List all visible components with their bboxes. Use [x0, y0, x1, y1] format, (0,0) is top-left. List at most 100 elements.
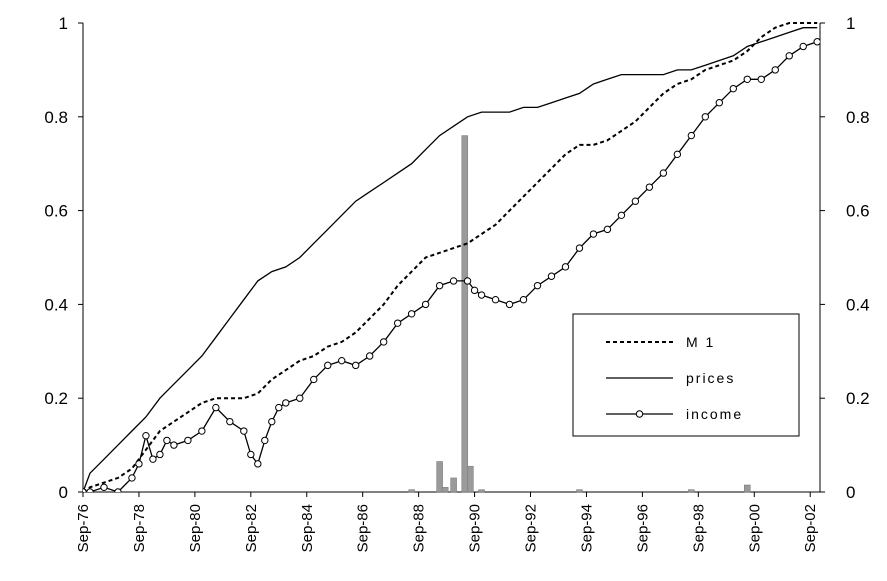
legend: M 1 prices income	[572, 313, 800, 437]
income-marker	[226, 417, 234, 426]
income-marker	[477, 291, 486, 299]
y-tick-label-left: 0.4	[44, 295, 68, 314]
income-marker	[715, 99, 724, 107]
income-marker	[561, 263, 570, 271]
series-line-prices	[83, 27, 818, 492]
line-series	[83, 22, 820, 492]
x-tick-label: Sep-02	[802, 504, 819, 552]
income-marker	[785, 52, 793, 60]
bar	[467, 465, 474, 493]
y-tick-label-right: 0.8	[846, 108, 870, 127]
series-line-m-1	[83, 22, 818, 492]
axes: 0 0.2 0.4 0.6 0.8 1 0 0.2 0.4 0.6 0.8 1 Sep-76 Sep-78…	[44, 14, 869, 552]
income-marker	[575, 244, 584, 252]
income-marker	[603, 225, 612, 234]
x-tick-label: Sep-88	[411, 504, 428, 552]
legend-label: prices	[686, 370, 735, 386]
bar	[688, 489, 695, 493]
y-tick-label-right: 0	[846, 483, 855, 502]
income-marker	[673, 150, 682, 159]
x-tick-label: Sep-86	[355, 504, 372, 552]
x-tick-label: Sep-96	[634, 504, 651, 552]
income-marker	[149, 455, 157, 463]
income-marker	[470, 286, 479, 295]
y-tick-label-right: 0.4	[846, 295, 870, 314]
bar	[744, 484, 751, 493]
income-marker	[365, 352, 374, 360]
legend-marker	[635, 410, 644, 418]
income-marker	[247, 450, 255, 459]
income-marker	[135, 460, 143, 468]
income-marker	[212, 403, 220, 412]
income-marker	[268, 417, 276, 426]
income-marker	[687, 131, 696, 140]
income-marker	[505, 300, 514, 309]
x-tick-label: Sep-94	[578, 504, 595, 552]
income-marker	[491, 296, 500, 304]
income-marker	[163, 436, 171, 445]
income-marker	[142, 432, 150, 440]
bar	[441, 487, 449, 493]
income-marker	[435, 281, 444, 290]
y-tick-label-left: 0.2	[44, 389, 68, 408]
income-marker	[407, 310, 416, 318]
income-marker	[240, 427, 248, 435]
x-tick-label: Sep-80	[187, 504, 204, 552]
y-tick-label-left: 0.8	[44, 108, 68, 127]
income-marker	[813, 38, 820, 46]
income-marker	[771, 66, 779, 74]
x-tick-label: Sep-84	[299, 504, 316, 552]
legend-box	[572, 313, 800, 437]
income-marker	[799, 42, 807, 51]
income-marker	[659, 169, 668, 177]
bar	[576, 489, 583, 493]
income-marker	[729, 84, 737, 93]
bar	[461, 135, 469, 493]
income-marker	[701, 113, 710, 121]
income-marker	[170, 441, 178, 449]
legend-label: income	[686, 406, 743, 422]
income-marker	[338, 356, 346, 365]
income-marker	[156, 450, 164, 459]
x-tick-label: Sep-98	[690, 504, 707, 552]
income-marker	[282, 399, 290, 407]
bar	[478, 489, 485, 493]
y-tick-label-left: 0	[59, 483, 68, 502]
income-marker	[184, 436, 192, 445]
y-tick-label-right: 1	[846, 14, 855, 33]
bar	[408, 489, 415, 493]
y-tick-label-right: 0.6	[846, 202, 870, 221]
income-marker	[393, 319, 402, 327]
income-marker	[100, 483, 108, 492]
legend-label: M 1	[686, 334, 715, 350]
income-marker	[310, 375, 318, 384]
income-marker	[519, 296, 528, 304]
income-marker	[645, 183, 654, 191]
income-marker	[198, 427, 206, 435]
income-marker	[379, 338, 388, 346]
income-marker	[589, 230, 598, 238]
income-marker	[324, 361, 332, 370]
income-marker	[617, 211, 626, 219]
x-tick-label: Sep-00	[746, 504, 763, 552]
x-tick-label: Sep-76	[75, 504, 92, 552]
income-marker	[449, 277, 458, 285]
y-tick-label-right: 0.2	[846, 389, 870, 408]
bar	[436, 461, 443, 493]
bar-series	[408, 135, 751, 493]
x-tick-label: Sep-90	[467, 504, 484, 552]
income-marker	[463, 277, 472, 285]
x-tick-label: Sep-78	[131, 504, 148, 552]
y-tick-label-left: 0.6	[44, 202, 68, 221]
income-marker	[86, 488, 94, 492]
income-marker	[296, 394, 304, 402]
income-marker	[83, 488, 87, 492]
income-marker	[547, 272, 556, 280]
income-marker	[757, 75, 765, 83]
income-marker	[743, 75, 751, 83]
income-marker	[421, 300, 430, 309]
bar	[450, 477, 457, 493]
x-tick-label: Sep-92	[523, 504, 540, 552]
income-marker	[352, 361, 360, 370]
income-marker	[114, 488, 122, 492]
